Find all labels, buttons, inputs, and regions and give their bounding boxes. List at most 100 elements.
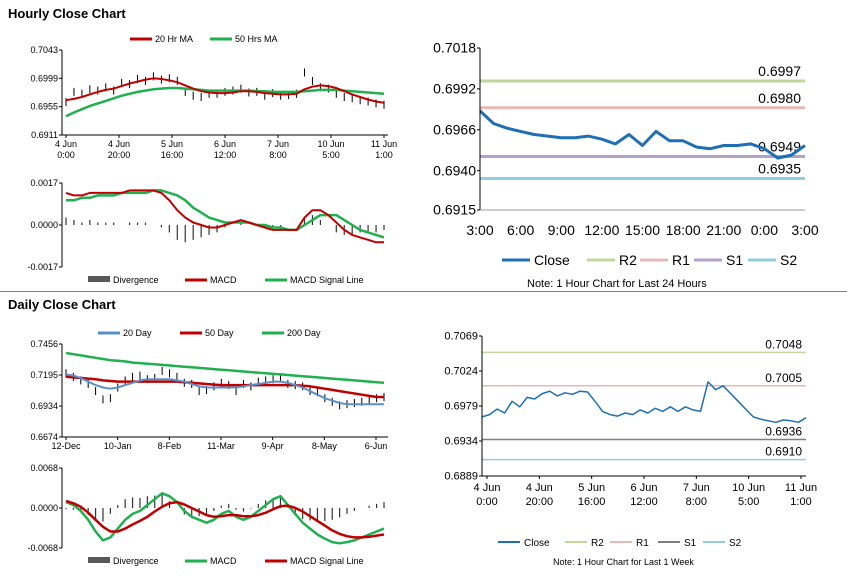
hourly-section-title: Hourly Close Chart (8, 6, 126, 21)
x-tick-label: 16:00 (161, 150, 184, 160)
x-tick-label: 11 Jun (785, 482, 817, 494)
legend-s2-label: S2 (729, 538, 742, 549)
x-tick-label: 12-Dec (51, 441, 81, 451)
level-s2-label: 0.6910 (765, 445, 802, 459)
daily-macd-chart: 0.0068 0.0000 -0.0068 Divergence MACD MACD Si… (27, 463, 385, 566)
y-tick-label: 0.6955 (30, 102, 58, 112)
x-tick-label: 5 Jun (161, 139, 183, 149)
x-tick-label: 6-Jun (365, 441, 388, 451)
x-tick-label: 6 Jun (214, 139, 236, 149)
y-tick-label: 0.7069 (444, 331, 478, 343)
level-r2-label: 0.6997 (758, 63, 801, 79)
daily-section-title: Daily Close Chart (8, 297, 116, 312)
legend-50day-label: 50 Day (205, 328, 234, 338)
legend-s1-label: S1 (684, 538, 697, 549)
y-tick-label: 0.6966 (433, 121, 476, 137)
ma-200day-line (65, 351, 385, 385)
x-tick-label: 10 Jun (317, 139, 344, 149)
x-tick-label: 0:00 (751, 222, 778, 238)
ma-50day-line (65, 375, 384, 399)
y-tick-label: 0.6911 (31, 130, 58, 140)
legend-r2-label: R2 (591, 538, 604, 549)
x-tick-label: 5 Jun (578, 482, 605, 494)
x-tick-label: 11-Mar (207, 441, 235, 451)
x-tick-label: 12:00 (584, 222, 619, 238)
x-tick-label: 9-Apr (262, 441, 284, 451)
y-tick-label: 0.0000 (30, 220, 58, 230)
legend-20hr-ma-label: 20 Hr MA (155, 34, 193, 44)
y-tick-label: 0.7043 (30, 45, 58, 55)
x-tick-label: 10-Jan (104, 441, 132, 451)
daily-note: Note: 1 Hour Chart for Last 1 Week (553, 557, 694, 567)
x-tick-label: 6 Jun (631, 482, 658, 494)
x-tick-label: 20:00 (108, 150, 131, 160)
legend-r2-label: R2 (619, 252, 637, 268)
x-tick-label: 5:00 (322, 150, 340, 160)
hourly-macd-chart: 0.0017 0.0000 -0.0017 Divergence MACD MACD Si… (27, 178, 385, 285)
y-tick-label: 0.6999 (30, 73, 58, 83)
legend-macd-label: MACD (210, 556, 237, 566)
ma-20hr-line (65, 77, 385, 104)
y-tick-label: 0.6979 (444, 401, 478, 413)
weekly-hourly-chart: 0.7048 0.7005 0.6936 0.6910 0.7069 0.7024 0.69… (444, 331, 817, 549)
macd-line (65, 492, 385, 545)
y-tick-label: 0.7024 (444, 366, 478, 378)
x-tick-label: 4 Jun (108, 139, 130, 149)
y-tick-label: 0.7195 (30, 370, 58, 380)
hourly-note: Note: 1 Hour Chart for Last 24 Hours (527, 278, 707, 290)
x-tick-label: 12:00 (214, 150, 237, 160)
x-tick-label: 4 Jun (55, 139, 77, 149)
level-r1-label: 0.6980 (758, 90, 801, 106)
close-line (481, 381, 807, 424)
y-tick-label: 0.6992 (433, 81, 476, 97)
legend-close-label: Close (524, 538, 550, 549)
x-tick-label: 21:00 (706, 222, 741, 238)
x-tick-label: 0:00 (476, 496, 497, 508)
legend-200day-label: 200 Day (287, 328, 321, 338)
legend-s1-label: S1 (726, 252, 743, 268)
x-tick-label: 3:00 (466, 222, 493, 238)
legend-divergence-swatch (88, 276, 110, 282)
daily-price-chart: 20 Day 50 Day 200 Day 0.7456 0.7195 0.6934 0.6… (30, 328, 388, 451)
y-tick-label: 0.6889 (444, 471, 478, 483)
x-tick-label: 12:00 (630, 496, 658, 508)
x-tick-label: 6:00 (507, 222, 534, 238)
x-tick-label: 7 Jun (267, 139, 289, 149)
hourly-price-chart: 20 Hr MA 50 Hrs MA 0.7043 0.6999 0.6955 0.691… (30, 34, 397, 160)
x-tick-label: 16:00 (578, 496, 606, 508)
x-tick-label: 8:00 (686, 496, 707, 508)
level-r1-label: 0.7005 (765, 371, 802, 385)
legend-close-label: Close (534, 252, 570, 268)
legend-divergence-label: Divergence (113, 275, 159, 285)
level-s2-label: 0.6935 (758, 161, 801, 177)
ma-20day-line (65, 373, 384, 406)
close-line (478, 109, 806, 160)
y-tick-label: 0.0000 (30, 503, 58, 513)
x-tick-label: 1:00 (375, 150, 393, 160)
y-tick-label: -0.0068 (27, 543, 58, 553)
y-tick-label: 0.6940 (433, 162, 476, 178)
legend-r1-label: R1 (636, 538, 649, 549)
x-tick-label: 4 Jun (474, 482, 501, 494)
x-tick-label: 15:00 (625, 222, 660, 238)
y-tick-label: 0.6674 (30, 432, 58, 442)
y-tick-label: 0.6915 (433, 202, 476, 218)
x-tick-label: 18:00 (666, 222, 701, 238)
legend-20day-label: 20 Day (123, 328, 152, 338)
legend-macd-signal-label: MACD Signal Line (290, 556, 364, 566)
macd-line (65, 189, 384, 244)
level-r2-label: 0.7048 (765, 337, 802, 351)
ma-50hrs-line (65, 86, 385, 118)
x-tick-label: 11 Jun (371, 139, 397, 149)
y-tick-label: 0.6934 (444, 436, 478, 448)
x-tick-label: 10 Jun (732, 482, 765, 494)
x-tick-label: 8:00 (269, 150, 287, 160)
x-tick-label: 4 Jun (526, 482, 553, 494)
legend-divergence-swatch (88, 557, 110, 563)
x-tick-label: 0:00 (57, 150, 75, 160)
macd-signal-line (65, 499, 385, 539)
legend-macd-label: MACD (210, 275, 237, 285)
legend-macd-signal-label: MACD Signal Line (290, 275, 364, 285)
x-tick-label: 5:00 (738, 496, 759, 508)
legend-r1-label: R1 (672, 252, 690, 268)
